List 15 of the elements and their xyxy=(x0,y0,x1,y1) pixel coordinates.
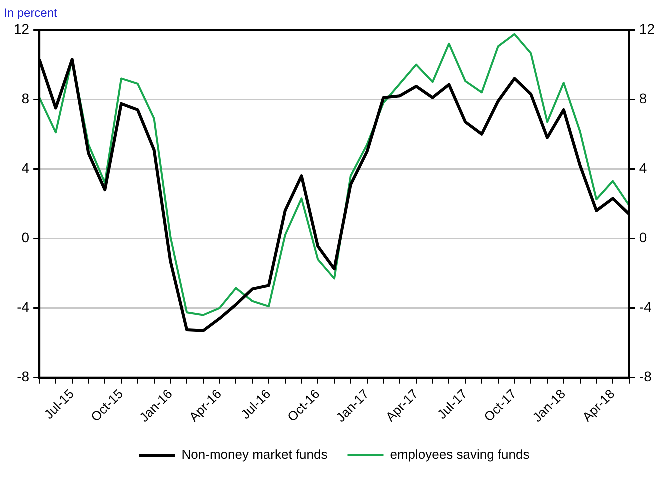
legend-label: employees saving funds xyxy=(390,447,530,462)
y-tick-label: 4 xyxy=(22,160,30,176)
y-tick-label: -8 xyxy=(17,368,30,385)
y-tick-label: 8 xyxy=(22,90,30,106)
y-tick-label: -4 xyxy=(17,299,30,316)
y-axis-title: In percent xyxy=(4,6,58,20)
y2-tick-label: 0 xyxy=(639,230,648,246)
y-tick-label: 0 xyxy=(22,230,30,246)
legend-label: Non-money market funds xyxy=(182,447,328,462)
y2-tick-label: 4 xyxy=(639,160,648,176)
y2-tick-label: 12 xyxy=(639,20,656,37)
y-tick-label: 12 xyxy=(14,20,30,37)
y2-tick-label: 8 xyxy=(639,90,648,106)
y2-tick-label: -4 xyxy=(639,299,652,316)
y2-tick-label: -8 xyxy=(639,368,652,385)
